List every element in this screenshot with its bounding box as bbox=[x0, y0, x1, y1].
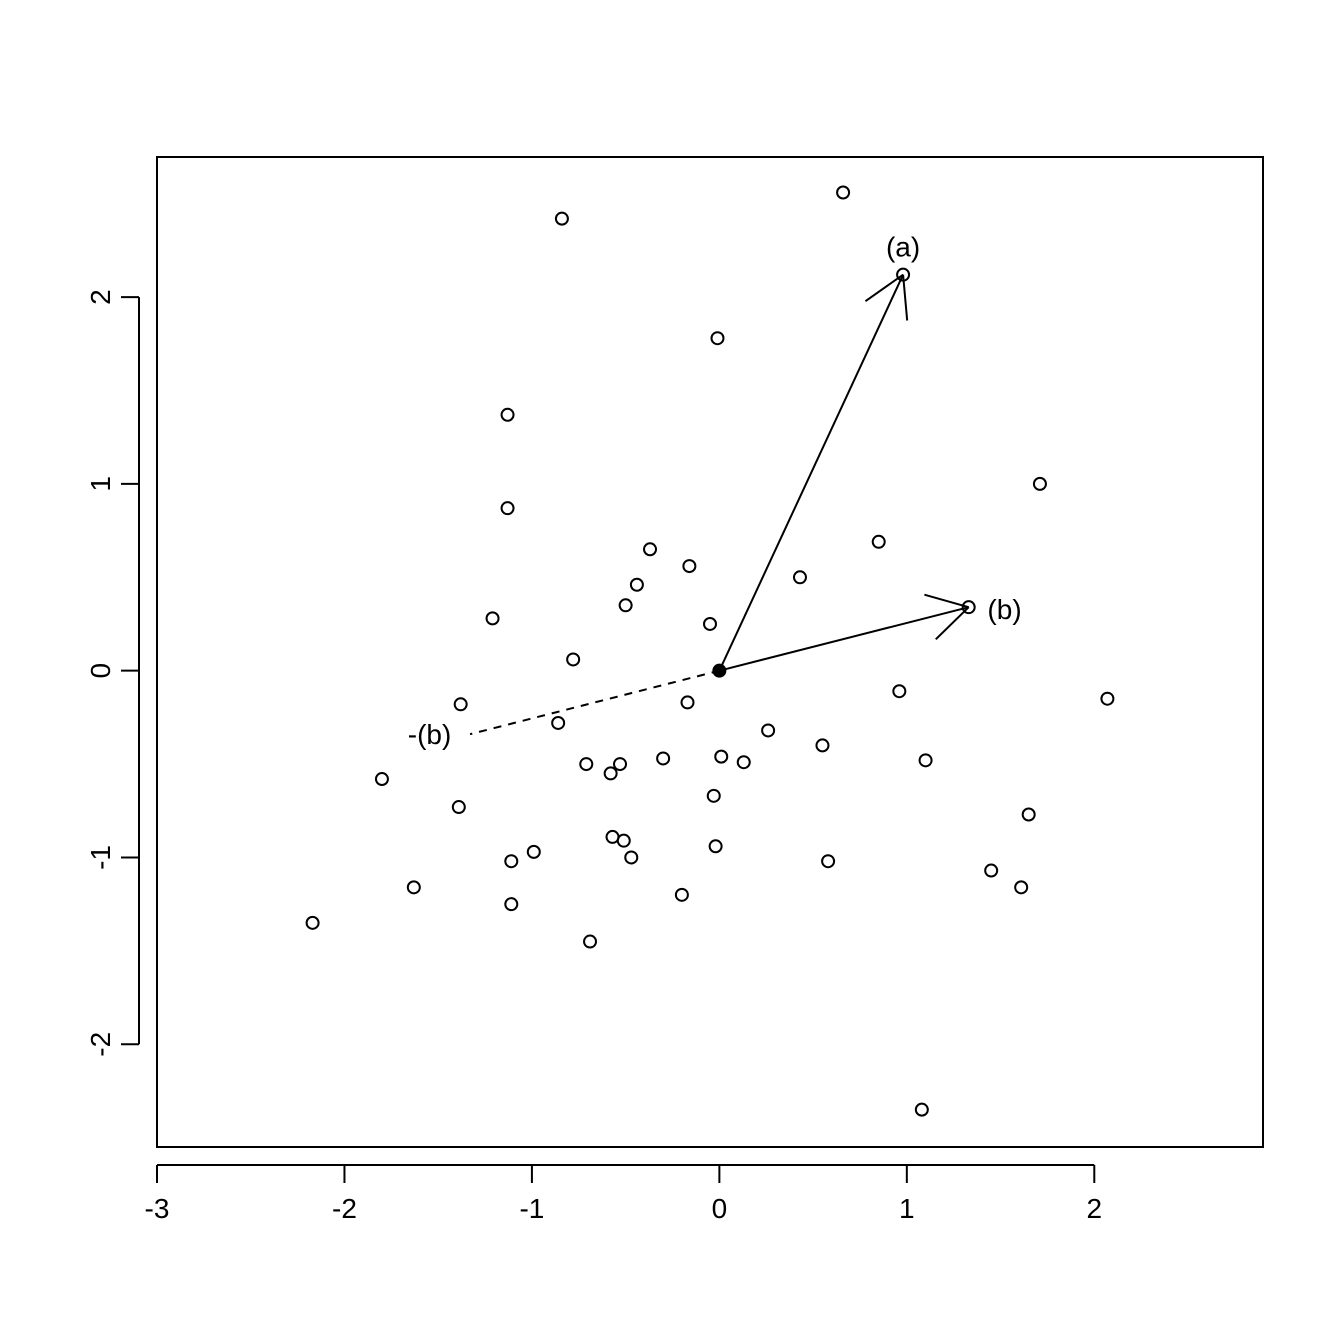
plot-frame bbox=[156, 156, 1264, 1148]
data-point bbox=[629, 577, 644, 592]
x-tick-label: -3 bbox=[145, 1193, 170, 1224]
data-point bbox=[554, 211, 569, 226]
data-points bbox=[305, 185, 1115, 1117]
data-point bbox=[616, 833, 631, 848]
data-point bbox=[451, 800, 466, 815]
data-point bbox=[761, 723, 776, 738]
vectors bbox=[469, 273, 970, 736]
data-point bbox=[836, 185, 851, 200]
x-tick-label: 2 bbox=[1086, 1193, 1102, 1224]
data-point bbox=[618, 598, 633, 613]
data-point bbox=[643, 542, 658, 557]
data-point bbox=[613, 757, 628, 772]
data-point bbox=[914, 1102, 929, 1117]
x-tick-label: -1 bbox=[519, 1193, 544, 1224]
origin-point bbox=[712, 663, 727, 678]
axes: -3 -2 -1 0 1 2 -2 -1 0 1 2 bbox=[85, 289, 1102, 1224]
annotation-label: (a) bbox=[886, 232, 920, 263]
data-point bbox=[624, 850, 639, 865]
data-point bbox=[892, 684, 907, 699]
data-point bbox=[526, 844, 541, 859]
data-point bbox=[305, 915, 320, 930]
annotation-label: -(b) bbox=[408, 719, 452, 750]
x-tick-label: -2 bbox=[332, 1193, 357, 1224]
data-point bbox=[896, 267, 911, 282]
y-tick-label: -2 bbox=[85, 1032, 116, 1057]
data-point bbox=[984, 863, 999, 878]
vector-b bbox=[719, 606, 969, 672]
data-point bbox=[871, 534, 886, 549]
vector-b-arrowhead bbox=[924, 593, 969, 609]
data-point bbox=[579, 757, 594, 772]
y-tick-label: 2 bbox=[85, 289, 116, 305]
data-point bbox=[504, 854, 519, 869]
data-point bbox=[674, 887, 689, 902]
data-point bbox=[374, 772, 389, 787]
data-point bbox=[566, 652, 581, 667]
data-point bbox=[682, 559, 697, 574]
data-point bbox=[1021, 807, 1036, 822]
y-tick-label: 0 bbox=[85, 663, 116, 679]
data-point bbox=[961, 600, 976, 615]
x-tick-label: 0 bbox=[712, 1193, 728, 1224]
data-point bbox=[680, 695, 695, 710]
data-point bbox=[736, 755, 751, 770]
data-point bbox=[1032, 476, 1047, 491]
vector-a-arrowhead bbox=[864, 273, 904, 302]
data-point bbox=[703, 616, 717, 631]
data-point bbox=[792, 570, 807, 585]
vector-a bbox=[718, 274, 904, 672]
data-point bbox=[714, 749, 729, 764]
data-point bbox=[918, 753, 933, 768]
data-point bbox=[583, 934, 598, 949]
annotations: (a) (b) -(b) bbox=[408, 232, 1022, 751]
y-tick-label: 1 bbox=[85, 476, 116, 492]
data-point bbox=[504, 897, 519, 912]
data-point bbox=[406, 880, 421, 895]
data-point bbox=[551, 715, 566, 730]
data-point bbox=[815, 738, 830, 753]
vector-neg-b bbox=[469, 669, 720, 736]
data-point bbox=[656, 751, 671, 766]
vector-b-arrowhead bbox=[935, 606, 970, 641]
data-point bbox=[821, 854, 836, 869]
data-point bbox=[1014, 880, 1029, 895]
vector-a-arrowhead bbox=[902, 274, 909, 321]
data-point bbox=[500, 501, 515, 516]
data-point bbox=[500, 407, 515, 422]
data-point bbox=[710, 331, 725, 346]
data-point bbox=[708, 839, 723, 854]
annotation-label: (b) bbox=[987, 594, 1021, 625]
data-point bbox=[603, 766, 618, 781]
data-point bbox=[485, 611, 500, 626]
data-point bbox=[453, 697, 468, 712]
data-point bbox=[706, 788, 721, 803]
y-tick-label: -1 bbox=[85, 845, 116, 870]
data-point bbox=[1100, 691, 1115, 706]
x-tick-label: 1 bbox=[899, 1193, 915, 1224]
